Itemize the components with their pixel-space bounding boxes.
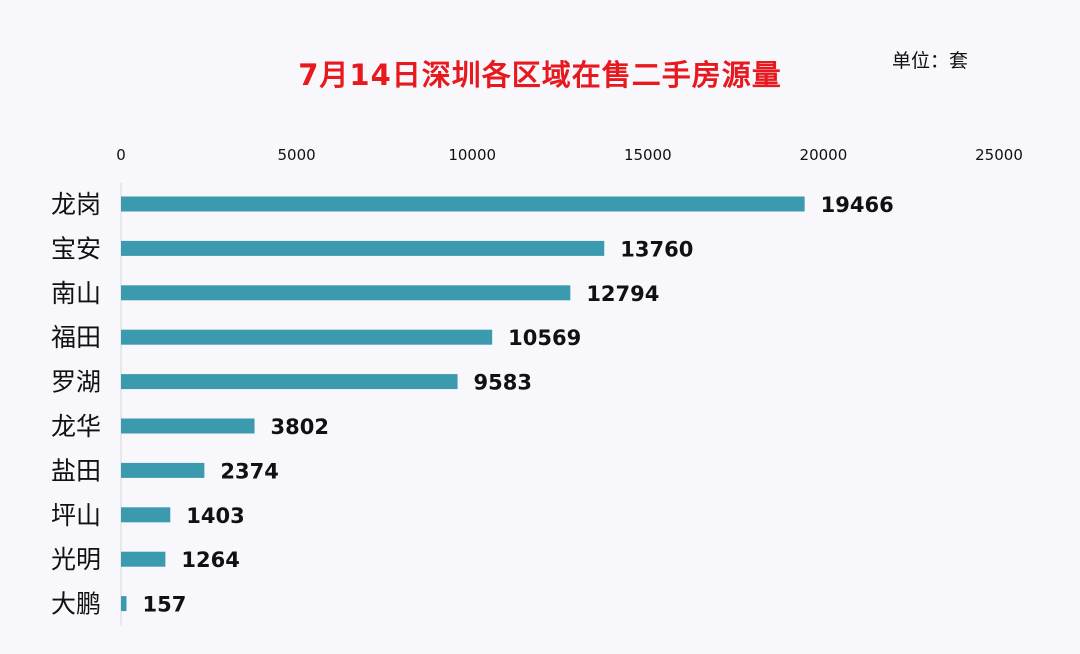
bar [121,418,255,434]
unit-label: 单位：套 [892,50,969,72]
bar [121,596,127,612]
bar [121,329,493,345]
bar [121,462,205,478]
bar-series: 龙岗 19466 宝安 13760 南山 12794 福田 10569 罗湖 9583 龙华 3802… [51,190,894,619]
x-tick-label: 25000 [975,146,1023,164]
data-label: 1403 [186,504,244,528]
x-tick-label: 10000 [448,146,496,164]
data-label: 3802 [271,415,329,439]
category-label: 光明 [51,545,101,574]
category-label: 龙华 [51,412,101,441]
category-label: 坪山 [51,501,101,530]
category-label: 福田 [51,323,101,352]
data-label: 9583 [474,371,532,395]
chart-title: 7月14日深圳各区域在售二手房源量 [298,58,782,92]
bar [121,374,458,390]
bar [121,240,605,256]
category-label: 盐田 [51,456,101,485]
data-label: 19466 [821,193,894,217]
x-tick-label: 0 [116,146,126,164]
data-label: 12794 [586,282,659,306]
category-label: 罗湖 [51,368,101,397]
data-label: 10569 [508,326,581,350]
category-label: 宝安 [51,234,101,263]
data-label: 13760 [620,237,693,261]
data-label: 157 [143,593,187,617]
bar [121,285,571,301]
bar [121,196,805,212]
x-tick-label: 20000 [800,146,848,164]
category-label: 大鹏 [51,590,101,619]
bar [121,551,166,567]
category-label: 南山 [51,279,101,308]
data-label: 2374 [220,459,278,483]
x-tick-label: 5000 [278,146,316,164]
bar [121,507,171,523]
data-label: 1264 [181,548,239,572]
x-tick-label: 15000 [624,146,672,164]
category-label: 龙岗 [51,190,101,219]
